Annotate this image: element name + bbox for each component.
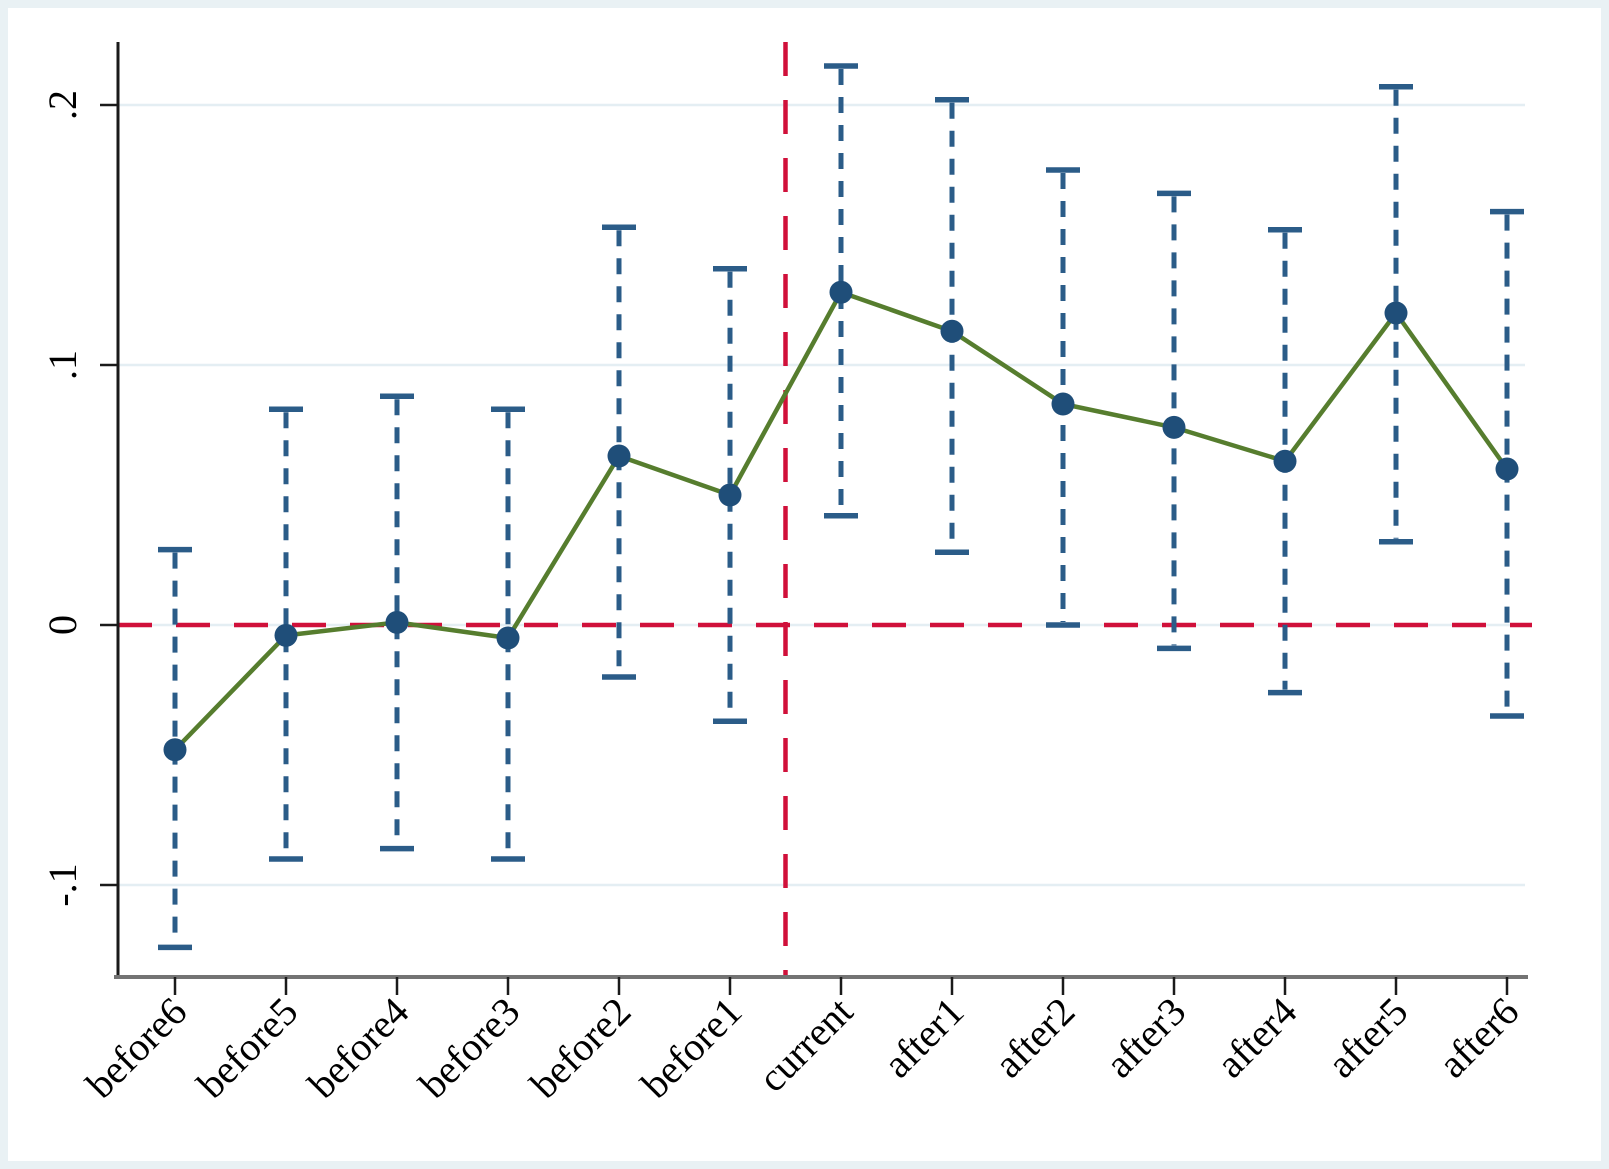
y-tick-label: 0 [40,615,85,635]
data-point-marker [718,483,742,507]
data-point-marker [163,738,187,762]
y-tick-label: .2 [40,90,85,120]
data-point-marker [1273,449,1297,473]
data-point-marker [1162,415,1186,439]
data-point-marker [496,626,520,650]
y-tick-label: -.1 [40,863,85,906]
data-point-marker [385,610,409,634]
y-tick-label: .1 [40,350,85,380]
ci-whiskers [158,63,1524,951]
data-point-markers [163,280,1519,762]
data-point-marker [274,623,298,647]
y-tick-labels: -.1 0 .1 .2 [40,90,118,907]
data-point-marker [607,444,631,468]
data-point-marker [940,319,964,343]
data-point-marker [1495,457,1519,481]
data-point-marker [1051,392,1075,416]
data-point-marker [1384,301,1408,325]
data-point-marker [829,280,853,304]
reference-lines [118,42,1532,977]
axes [114,42,1528,979]
